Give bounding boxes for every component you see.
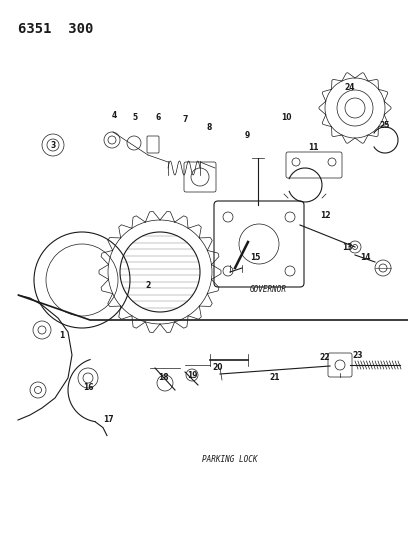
Text: 5: 5: [133, 114, 137, 123]
Text: GOVERNOR: GOVERNOR: [250, 286, 286, 295]
Text: 19: 19: [187, 370, 197, 379]
Text: PARKING LOCK: PARKING LOCK: [202, 456, 258, 464]
Text: 6351  300: 6351 300: [18, 22, 93, 36]
Text: 2: 2: [145, 280, 151, 289]
Text: 10: 10: [281, 114, 291, 123]
Text: 12: 12: [320, 211, 330, 220]
Text: 17: 17: [103, 416, 113, 424]
Text: 11: 11: [308, 143, 318, 152]
Text: 16: 16: [83, 384, 93, 392]
Text: 25: 25: [380, 120, 390, 130]
Text: 4: 4: [111, 110, 117, 119]
Text: 21: 21: [270, 374, 280, 383]
Text: 15: 15: [250, 254, 260, 262]
Text: 1: 1: [60, 330, 64, 340]
Text: 22: 22: [320, 353, 330, 362]
Text: 20: 20: [213, 364, 223, 373]
Text: 13: 13: [342, 244, 352, 253]
Text: 18: 18: [157, 374, 169, 383]
Text: 14: 14: [360, 254, 370, 262]
Text: 7: 7: [182, 116, 188, 125]
Text: 6: 6: [155, 114, 161, 123]
Text: 23: 23: [353, 351, 363, 359]
Text: 8: 8: [206, 124, 212, 133]
Text: 3: 3: [50, 141, 55, 149]
Text: 24: 24: [345, 84, 355, 93]
Text: 9: 9: [244, 131, 250, 140]
